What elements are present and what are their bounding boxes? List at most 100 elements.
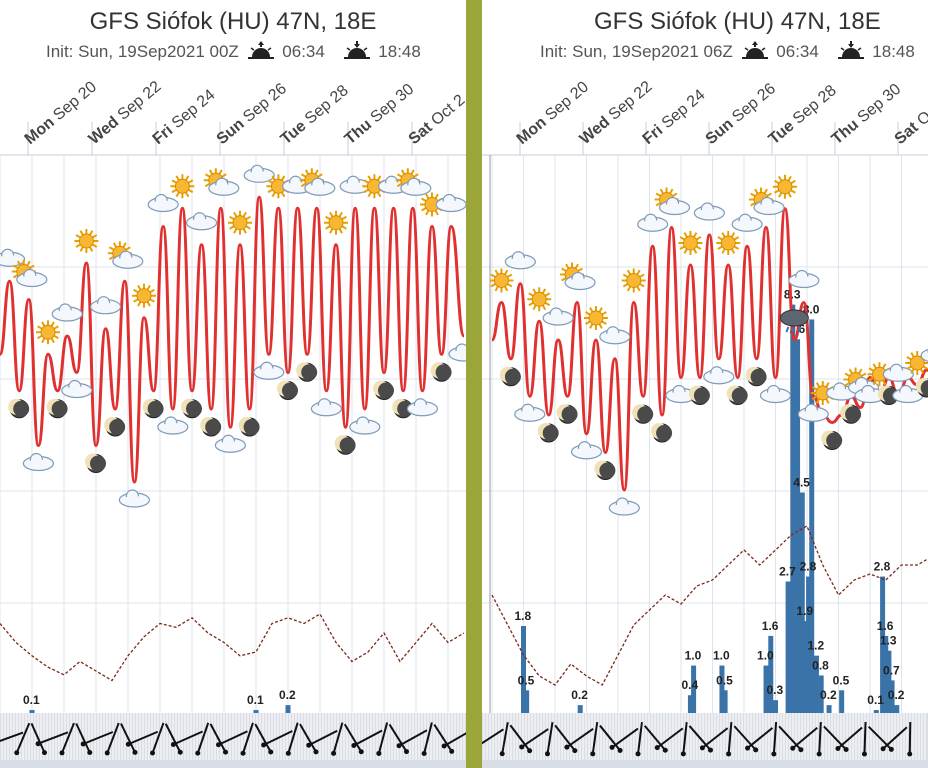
cloud-fill	[762, 391, 789, 402]
sun-icon	[228, 210, 252, 235]
precip-label: 1.6	[762, 619, 779, 633]
cloud-icon	[304, 177, 336, 196]
sun-ray	[639, 283, 645, 288]
sun-ray	[532, 304, 537, 311]
wind-arrow-icon	[501, 722, 509, 754]
precip-label: 1.6	[877, 619, 894, 633]
moon-shadow	[826, 432, 843, 449]
moon-shadow	[243, 419, 260, 435]
wind-arrow-icon	[37, 731, 69, 745]
sun-ray	[108, 246, 115, 251]
sun-ray	[410, 169, 415, 175]
moon-icon	[688, 385, 710, 405]
sun-ray	[598, 323, 603, 329]
cloud-icon	[892, 384, 924, 404]
cloud-icon	[157, 416, 189, 435]
sun-ray	[271, 191, 276, 198]
moon-icon	[499, 366, 521, 387]
cloud-fill	[696, 209, 723, 219]
wind-arrow-icon	[727, 721, 733, 755]
sun-ray	[16, 260, 22, 266]
sun-ray	[425, 193, 430, 199]
cloud-icon	[665, 384, 697, 404]
wind-arrow-icon	[209, 723, 227, 753]
sun-ray	[825, 382, 830, 388]
moon-shadow	[637, 406, 654, 423]
moon-shadow	[109, 419, 126, 435]
sun-ray	[367, 191, 372, 198]
sun-ray	[626, 269, 632, 275]
temperature-line	[490, 207, 928, 492]
sun-icon	[489, 268, 514, 293]
sun-icon	[132, 283, 156, 308]
sun-ray	[325, 215, 331, 221]
cloud-fill	[516, 410, 543, 421]
wind-strip	[0, 713, 466, 768]
sun-ray	[906, 356, 912, 361]
precip-bar	[799, 492, 805, 715]
precip-label: 2.8	[874, 560, 891, 574]
sun-ray	[79, 246, 84, 252]
sun-ray	[377, 191, 382, 198]
precip-bar	[773, 700, 778, 715]
day-label-date: Sep 20	[47, 78, 100, 127]
wind-arrow-head	[564, 744, 570, 750]
wind-arrow-icon	[61, 722, 75, 754]
cloud-fill	[790, 276, 817, 287]
sun-ray	[507, 283, 513, 288]
sun-ray	[507, 273, 513, 278]
moon-shadow	[731, 387, 748, 404]
sun-ray	[811, 395, 818, 400]
sun-ray	[683, 232, 688, 238]
sun-ray	[187, 179, 194, 184]
sun-ray	[229, 215, 235, 221]
precip-bar	[809, 319, 815, 715]
moon-shadow	[282, 382, 298, 399]
sun-ray	[922, 365, 928, 370]
moon-icon	[745, 366, 767, 387]
sun-ray	[601, 320, 607, 325]
sun-ray	[37, 325, 43, 330]
wind-arrow-head	[306, 742, 312, 748]
wind-arrow-icon	[682, 721, 688, 755]
wind-arrow-head	[590, 751, 596, 757]
sun-ray	[50, 337, 55, 344]
cloud-icon	[542, 307, 574, 326]
sun-ray	[730, 232, 736, 238]
moon-shadow	[599, 462, 616, 479]
wind-arrow-icon	[398, 729, 428, 747]
precip-bar	[873, 710, 879, 715]
moon-shadow	[90, 455, 106, 472]
wind-arrow-head	[907, 751, 913, 757]
wind-arrow-head	[861, 751, 867, 757]
wind-arrow-head	[421, 751, 427, 757]
cloud-fill	[894, 391, 921, 402]
precip-label: 2.8	[800, 560, 817, 574]
wind-arrow-icon	[388, 723, 408, 753]
cloud-icon	[186, 212, 218, 231]
sun-ray	[300, 173, 307, 178]
sun-ray	[787, 192, 792, 198]
day-label: Sat Oct 2	[892, 92, 928, 149]
rain-cloud-shape	[779, 309, 809, 327]
cloud-fill	[306, 184, 333, 195]
sun-ray	[721, 232, 726, 238]
cloud-fill	[451, 350, 466, 360]
precip-label: 0.5	[833, 673, 850, 687]
cloud-fill	[573, 447, 600, 458]
day-label-date: Sep 26	[237, 80, 290, 129]
sun-ray	[329, 228, 334, 234]
moon-icon	[373, 380, 394, 400]
wind-arrow-icon	[377, 722, 389, 754]
wind-arrow-icon	[242, 722, 254, 754]
cloud-icon	[112, 250, 144, 269]
sun-ray	[53, 325, 59, 330]
sun-ray	[229, 225, 235, 230]
cloud-icon	[854, 384, 886, 404]
cloud-icon	[797, 403, 829, 422]
sun-ray	[598, 307, 603, 313]
cloud-icon	[514, 403, 546, 422]
wind-arrow-head	[215, 742, 221, 748]
wind-arrow-icon	[792, 726, 818, 750]
